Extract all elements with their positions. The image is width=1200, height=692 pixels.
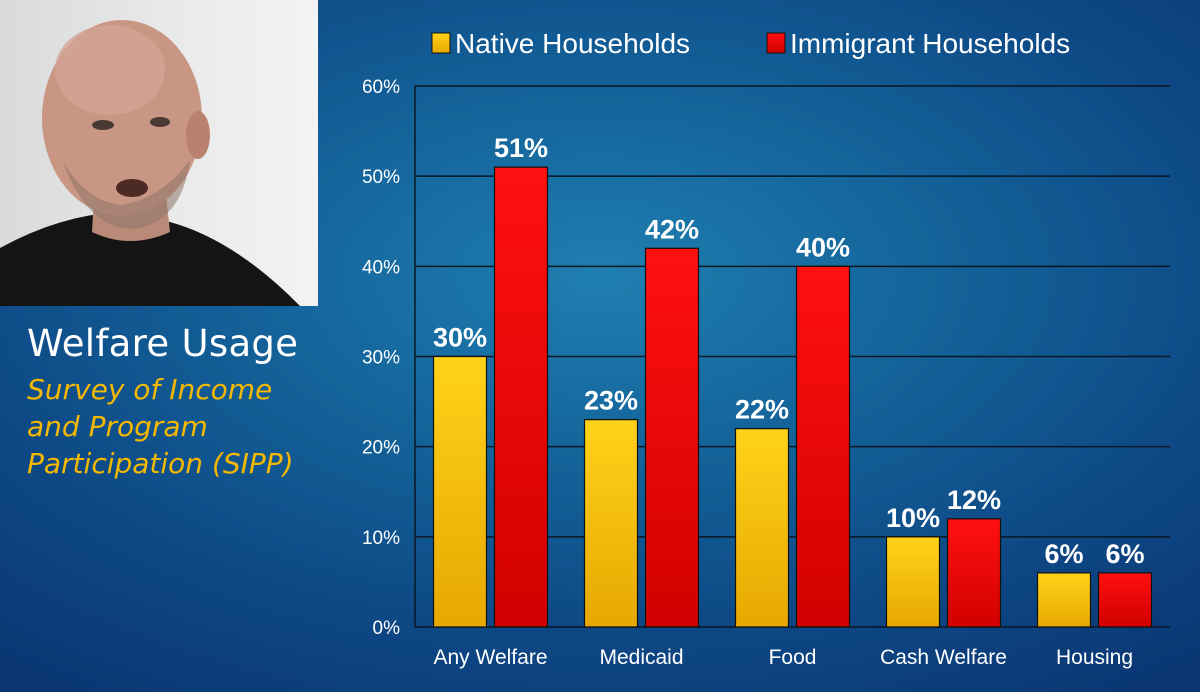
y-tick-label: 60% xyxy=(362,77,400,98)
x-axis-ticks: Any Welfare Medicaid Food Cash Welfare Housi… xyxy=(434,646,1134,669)
bar-immigrant xyxy=(1097,572,1153,628)
bar-native xyxy=(885,536,941,628)
data-label: 12% xyxy=(947,485,1001,515)
y-tick-label: 0% xyxy=(373,618,401,639)
legend: Native Households Immigrant Households xyxy=(431,28,1070,59)
data-label: 42% xyxy=(645,214,699,244)
x-tick-label: Medicaid xyxy=(599,646,683,669)
x-tick-label: Food xyxy=(769,646,817,669)
data-label: 10% xyxy=(886,503,940,533)
y-tick-label: 10% xyxy=(362,528,400,549)
webcam-presenter-video xyxy=(0,0,318,306)
legend-label-immigrant: Immigrant Households xyxy=(790,28,1070,59)
data-label: 40% xyxy=(796,232,850,262)
bar-immigrant xyxy=(795,265,851,628)
data-label: 6% xyxy=(1044,539,1083,569)
bar-immigrant xyxy=(946,518,1002,628)
bar-native xyxy=(583,419,639,628)
data-labels: 30% 51% 23% 42% 22% 40% 10%12% 6% 6% xyxy=(433,133,1145,569)
legend-swatch-immigrant xyxy=(766,32,786,54)
y-tick-label: 30% xyxy=(362,348,400,369)
x-tick-label: Cash Welfare xyxy=(880,646,1007,669)
y-tick-label: 20% xyxy=(362,438,400,459)
bar-native xyxy=(734,428,790,628)
bar-immigrant xyxy=(644,247,700,628)
data-label: 6% xyxy=(1105,539,1144,569)
legend-label-native: Native Households xyxy=(455,28,690,59)
y-tick-label: 50% xyxy=(362,167,400,188)
legend-swatch-native xyxy=(431,32,451,54)
y-tick-label: 40% xyxy=(362,257,400,278)
x-tick-label: Any Welfare xyxy=(434,646,548,669)
data-label: 22% xyxy=(735,395,789,425)
bars xyxy=(432,166,1153,628)
bar-native xyxy=(1036,572,1092,628)
data-label: 30% xyxy=(433,323,487,353)
y-axis-ticks: 0% 10% 20% 30% 40% 50% 60% xyxy=(362,77,400,639)
bar-immigrant xyxy=(493,166,549,628)
panel-subtitle: Survey of Income and Program Participati… xyxy=(27,373,294,480)
x-tick-label: Housing xyxy=(1056,646,1133,669)
panel-title: Welfare Usage xyxy=(27,322,299,365)
data-label: 23% xyxy=(584,386,638,416)
presenter-image xyxy=(0,20,300,306)
bar-native xyxy=(432,355,488,628)
data-label: 51% xyxy=(494,133,548,163)
